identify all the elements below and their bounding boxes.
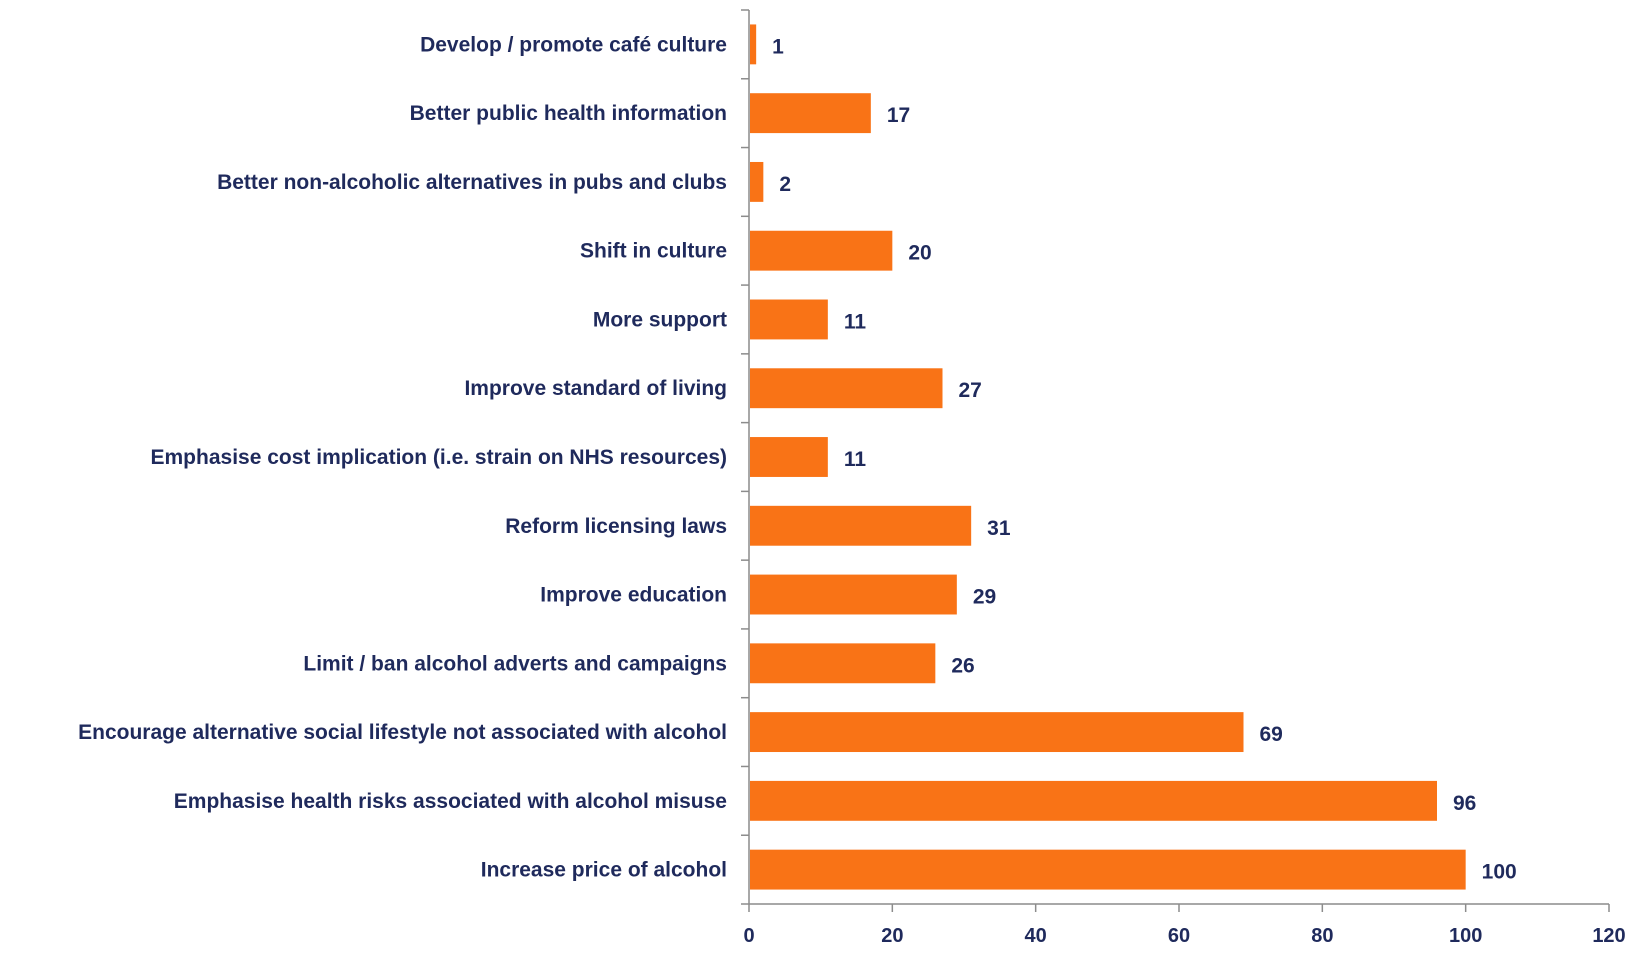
bar	[750, 161, 764, 202]
bar	[750, 24, 757, 65]
bar	[750, 368, 943, 409]
data-label: 69	[1260, 723, 1283, 746]
bar	[750, 299, 828, 340]
data-label: 31	[987, 517, 1011, 540]
data-label: 96	[1453, 792, 1476, 815]
x-tick-label: 60	[1168, 925, 1190, 947]
bar	[750, 574, 957, 615]
x-tick-label: 120	[1592, 925, 1625, 947]
data-labels: 1 17 2 20 11 27 11 31 29 26 69 96 100	[772, 35, 1517, 883]
category-label: Encourage alternative social lifestyle n…	[78, 721, 727, 744]
bar	[750, 780, 1437, 821]
data-label: 26	[951, 654, 974, 677]
category-label: Improve standard of living	[464, 377, 727, 400]
bars-layer	[750, 24, 1466, 890]
bar	[750, 712, 1244, 753]
bar	[750, 505, 972, 546]
data-label: 2	[779, 173, 791, 196]
data-label: 100	[1482, 861, 1517, 884]
category-label: Better non-alcoholic alternatives in pub…	[217, 171, 727, 194]
category-label: Increase price of alcohol	[481, 859, 727, 882]
axes: 0 20 40 60 80 100 120	[741, 9, 1626, 947]
category-label: Better public health information	[410, 102, 727, 125]
category-label: Develop / promote café culture	[420, 33, 727, 56]
x-tick-label: 0	[743, 925, 754, 947]
x-tick-label: 40	[1025, 925, 1047, 947]
category-label: More support	[593, 308, 727, 331]
data-label: 11	[844, 310, 867, 333]
data-label: 1	[772, 35, 784, 58]
data-label: 29	[973, 586, 996, 609]
category-label: Improve education	[540, 584, 727, 607]
bar	[750, 230, 893, 271]
category-labels: Develop / promote café culture Better pub…	[78, 33, 727, 881]
bar	[750, 643, 936, 684]
category-label: Emphasise cost implication (i.e. strain …	[151, 446, 728, 469]
data-label: 17	[887, 104, 910, 127]
category-label: Reform licensing laws	[505, 515, 727, 538]
data-label: 20	[908, 242, 931, 265]
x-tick-label: 20	[881, 925, 903, 947]
category-label: Shift in culture	[580, 240, 727, 263]
data-label: 11	[844, 448, 867, 471]
bar	[750, 93, 871, 134]
bar	[750, 437, 828, 477]
x-tick-label: 80	[1311, 925, 1333, 947]
category-label: Emphasise health risks associated with a…	[174, 790, 727, 813]
x-tick-label: 100	[1449, 925, 1482, 947]
category-label: Limit / ban alcohol adverts and campaign…	[303, 652, 727, 675]
data-label: 27	[959, 379, 982, 402]
bar	[750, 849, 1466, 890]
